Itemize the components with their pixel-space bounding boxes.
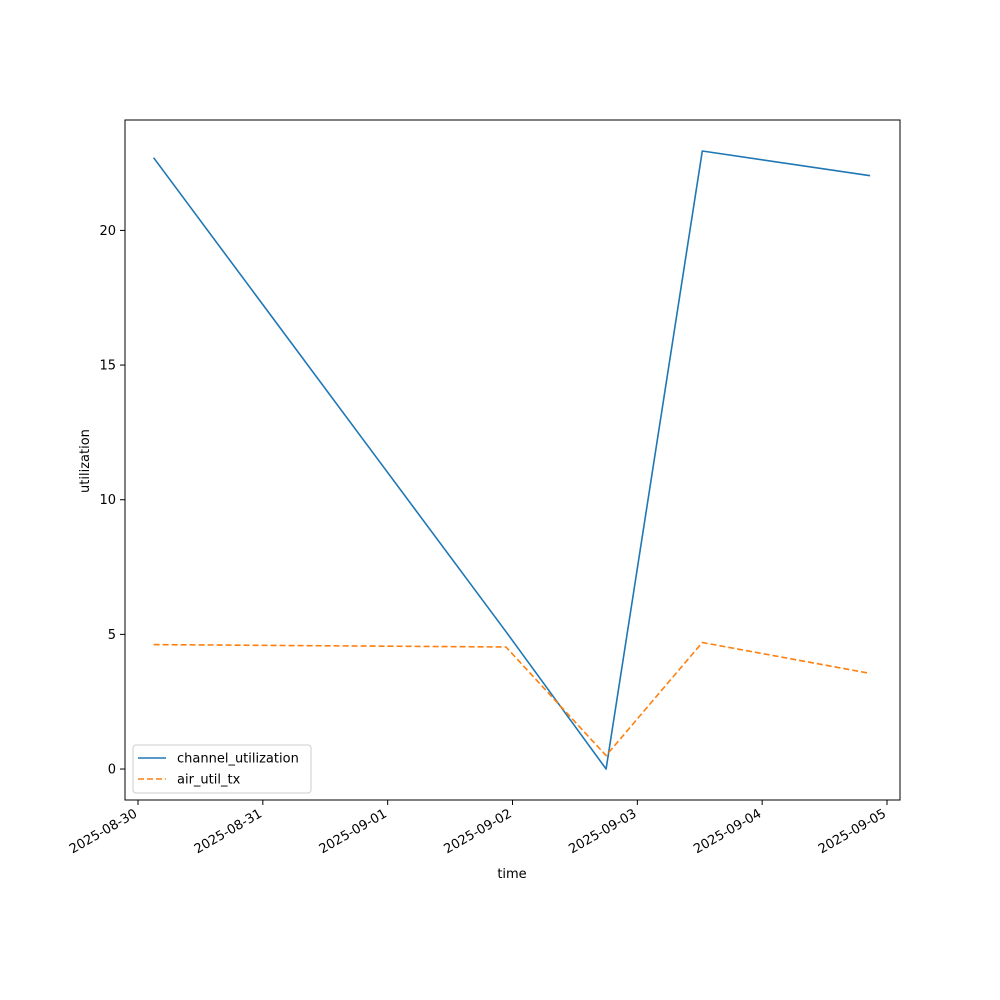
- y-tick-label: 20: [99, 224, 116, 239]
- series-layer: [152, 150, 871, 770]
- x-axis-title: time: [497, 867, 526, 882]
- y-axis: 0 5 10 15 20: [99, 224, 125, 778]
- y-axis-title: utilization: [78, 429, 93, 493]
- series-line-air-util-tx: [153, 641, 871, 757]
- legend-label: channel_utilization: [177, 752, 299, 767]
- legend: channel_utilization air_util_tx: [132, 744, 312, 794]
- y-tick-label: 10: [99, 493, 116, 508]
- series-line-channel-utilization: [152, 150, 871, 770]
- y-tick-label: 15: [99, 359, 116, 374]
- y-tick-label: 0: [108, 763, 116, 778]
- y-tick-label: 5: [108, 628, 116, 643]
- legend-box: [132, 744, 312, 794]
- legend-label: air_util_tx: [177, 773, 241, 788]
